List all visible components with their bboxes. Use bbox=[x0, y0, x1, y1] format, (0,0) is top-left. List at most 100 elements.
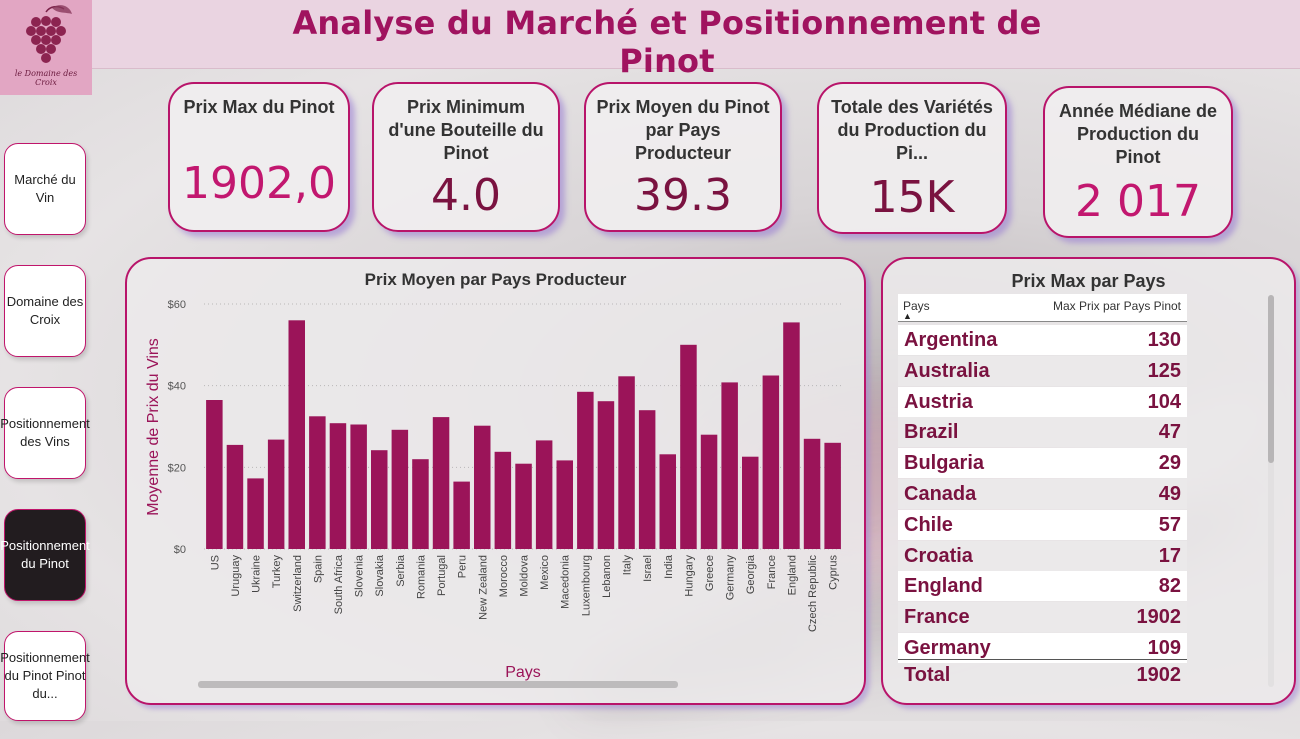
kpi-card-totale-varietes: Totale des Variétés du Production du Pi.… bbox=[817, 82, 1007, 234]
kpi-card-prix-minimum: Prix Minimum d'une Bouteille du Pinot 4.… bbox=[372, 82, 560, 232]
y-tick-label: $20 bbox=[168, 462, 186, 474]
x-tick-label: Czech Republic bbox=[807, 555, 819, 633]
table-row[interactable]: Croatia 17 bbox=[898, 540, 1187, 571]
country-cell: France bbox=[904, 606, 970, 629]
bar bbox=[309, 416, 326, 549]
x-tick-label: Macedonia bbox=[560, 554, 572, 609]
x-tick-label: Spain bbox=[312, 555, 324, 583]
table-row[interactable]: Australia 125 bbox=[898, 355, 1187, 386]
bar bbox=[762, 375, 780, 549]
nav-positionnement-pinot-pays-button[interactable]: Positionnement du Pinot Pinot du... bbox=[0, 631, 90, 721]
table-row[interactable]: Bulgaria 29 bbox=[898, 448, 1187, 479]
bar bbox=[494, 451, 512, 549]
max-price-cell: 17 bbox=[1158, 544, 1181, 567]
table-row[interactable]: France 1902 bbox=[898, 602, 1187, 633]
bar bbox=[577, 391, 594, 549]
bar bbox=[247, 478, 264, 549]
bar bbox=[474, 425, 491, 549]
y-tick-label: $0 bbox=[174, 544, 186, 556]
bar bbox=[371, 450, 388, 549]
nav-label: Domaine des Croix bbox=[6, 294, 84, 327]
kpi-card-annee-mediane: Année Médiane de Production du Pinot 2 0… bbox=[1043, 86, 1233, 238]
bar bbox=[535, 440, 553, 549]
x-tick-label: Israel bbox=[642, 555, 654, 582]
bar bbox=[638, 410, 656, 549]
bar-chart: $0 $20 $40 $60 US Uruguay Ukraine Turkey Switzer… bbox=[145, 299, 843, 681]
country-cell: Austria bbox=[904, 390, 973, 413]
chart-title: Prix Moyen par Pays Producteur bbox=[364, 270, 627, 289]
country-cell: Croatia bbox=[904, 544, 973, 567]
page-title: Analyse du Marché et Positionnement de P… bbox=[292, 4, 1042, 80]
max-price-cell: 1902 bbox=[1136, 606, 1182, 629]
kpi-value: 2 017 bbox=[1075, 176, 1201, 227]
table-row[interactable]: Brazil 47 bbox=[898, 417, 1187, 448]
bar bbox=[700, 434, 718, 549]
country-cell: Germany bbox=[904, 637, 991, 659]
chart-horizontal-scrollbar[interactable] bbox=[198, 681, 678, 688]
column-header-max-prix[interactable]: Max Prix par Pays Pinot bbox=[1052, 299, 1181, 313]
kpi-label: Prix Max du Pinot bbox=[183, 97, 335, 117]
kpi-value: 15K bbox=[869, 172, 955, 223]
nav-marche-du-vin-button[interactable]: Marché du Vin bbox=[4, 143, 86, 235]
x-tick-label: Switzerland bbox=[292, 555, 304, 612]
x-tick-label: South Africa bbox=[333, 554, 345, 614]
table-row[interactable]: Austria 104 bbox=[898, 386, 1187, 417]
bar bbox=[721, 382, 738, 549]
country-cell: Argentina bbox=[904, 329, 998, 351]
x-tick-label: England bbox=[787, 555, 799, 595]
bar bbox=[556, 460, 573, 549]
x-tick-label: Lebanon bbox=[601, 555, 613, 598]
x-tick-label: Mexico bbox=[539, 555, 551, 590]
bar bbox=[824, 442, 841, 549]
x-tick-label: Ukraine bbox=[251, 555, 263, 593]
table-row[interactable]: Germany 109 bbox=[898, 633, 1187, 663]
kpi-value: 1902,0 bbox=[182, 158, 336, 209]
nav-positionnement-des-vins-button[interactable]: Positionnement des Vins bbox=[0, 387, 90, 479]
scrollbar-thumb[interactable] bbox=[1268, 295, 1274, 463]
grape-icon bbox=[26, 5, 72, 63]
logo: le Domaine des Croix bbox=[0, 0, 92, 95]
table-row[interactable]: England 82 bbox=[898, 571, 1187, 602]
kpi-label: Année Médiane de Production du Pinot bbox=[1058, 101, 1218, 167]
nav-label: Positionnement du Pinot bbox=[0, 538, 90, 571]
bar bbox=[803, 438, 821, 549]
y-tick-label: $60 bbox=[168, 299, 186, 311]
max-price-cell: 29 bbox=[1158, 452, 1181, 475]
table-row[interactable]: Argentina 130 bbox=[898, 325, 1187, 355]
max-price-cell: 104 bbox=[1147, 390, 1181, 413]
x-tick-label: Uruguay bbox=[230, 555, 242, 597]
x-tick-label: Luxembourg bbox=[580, 555, 592, 616]
max-price-cell: 47 bbox=[1158, 421, 1181, 444]
bar bbox=[659, 454, 676, 549]
bar bbox=[597, 401, 615, 549]
header-bar: Analyse du Marché et Positionnement de P… bbox=[92, 0, 1300, 80]
kpi-card-prix-moyen: Prix Moyen du Pinot par Pays Producteur … bbox=[584, 82, 782, 232]
kpi-label: Totale des Variétés du Production du Pi.… bbox=[831, 97, 993, 163]
total-divider bbox=[898, 659, 1187, 660]
x-tick-label: Hungary bbox=[683, 555, 695, 597]
x-tick-label: France bbox=[766, 555, 778, 589]
max-price-cell: 109 bbox=[1147, 637, 1181, 659]
bar bbox=[350, 424, 367, 549]
bar bbox=[453, 481, 470, 549]
bar bbox=[288, 320, 305, 549]
table-vertical-scrollbar[interactable] bbox=[1268, 295, 1274, 687]
table-row[interactable]: Canada 49 bbox=[898, 479, 1187, 509]
x-tick-label: Morocco bbox=[498, 555, 510, 597]
x-tick-label: Slovenia bbox=[354, 554, 366, 597]
table-row[interactable]: Chile 57 bbox=[898, 509, 1187, 540]
column-header-pays[interactable]: Pays bbox=[903, 299, 930, 313]
x-tick-label: Slovakia bbox=[374, 554, 386, 596]
nav-domaine-des-croix-button[interactable]: Domaine des Croix bbox=[4, 265, 86, 357]
logo-text: le Domaine des Croix bbox=[14, 69, 78, 87]
bar bbox=[515, 463, 532, 549]
x-tick-label: Romania bbox=[415, 554, 427, 599]
x-tick-label: New Zealand bbox=[477, 555, 489, 620]
nav-label: Marché du Vin bbox=[14, 172, 76, 205]
bar bbox=[267, 439, 285, 549]
bar bbox=[618, 376, 635, 549]
x-tick-label: India bbox=[663, 554, 675, 579]
x-tick-label: Peru bbox=[457, 555, 469, 578]
max-price-cell: 49 bbox=[1158, 483, 1181, 505]
nav-positionnement-du-pinot-button[interactable]: Positionnement du Pinot bbox=[0, 509, 90, 601]
